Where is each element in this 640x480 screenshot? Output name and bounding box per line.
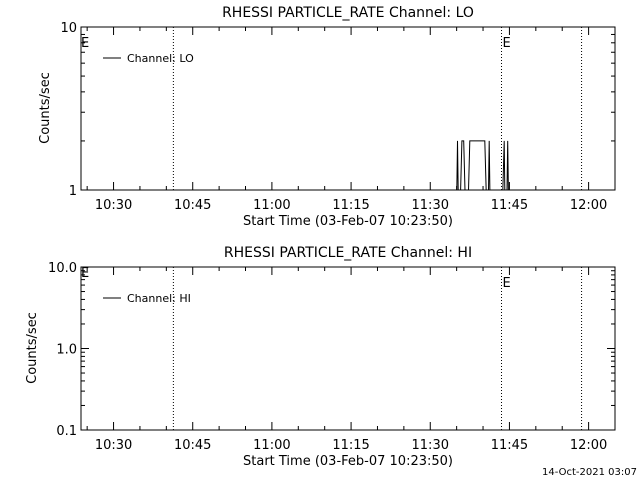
x-tick-label: 11:45: [491, 198, 528, 213]
chart-title: RHESSI PARTICLE_RATE Channel: HI: [224, 245, 472, 261]
plot-frame: [80, 26, 616, 191]
legend-label-lo: Channel: LO: [127, 52, 194, 65]
x-tick-label: 11:30: [412, 198, 449, 213]
axis-ticks: 10:30 10:45 11:00 11:15 11:30 11:45 12:00 0.1 1.…: [48, 261, 616, 453]
x-axis-label: Start Time (03-Feb-07 10:23:50): [243, 214, 453, 229]
x-axis-label: Start Time (03-Feb-07 10:23:50): [243, 454, 453, 469]
event-label: E: [503, 36, 511, 51]
x-tick-label: 11:30: [412, 438, 449, 453]
x-tick-label: 11:00: [253, 198, 290, 213]
x-tick-label: 12:00: [570, 438, 607, 453]
x-tick-label: 10:30: [95, 198, 132, 213]
event-markers: E: [172, 27, 583, 190]
event-markers: E: [172, 267, 583, 430]
edge-label-e-left: E: [81, 266, 89, 281]
x-tick-label: 11:15: [332, 438, 369, 453]
axis-ticks: 10:30 10:45 11:00 11:15 11:30 11:45 12:00 1 10: [60, 21, 616, 213]
series-group: [456, 140, 509, 190]
chart-title: RHESSI PARTICLE_RATE Channel: LO: [222, 5, 474, 21]
footer-timestamp: 14-Oct-2021 03:07: [542, 467, 637, 478]
chart-panel-hi: RHESSI PARTICLE_RATE Channel: HI Counts/…: [25, 245, 616, 469]
edge-label-e-left: E: [81, 36, 89, 51]
legend-label-hi: Channel: HI: [127, 292, 191, 305]
chart-panel-lo: RHESSI PARTICLE_RATE Channel: LO Counts/…: [38, 5, 616, 229]
y-tick-label: 1.0: [56, 343, 77, 358]
legend: Channel: LO: [103, 52, 194, 65]
x-tick-label: 11:00: [253, 438, 290, 453]
y-tick-label: 0.1: [56, 424, 77, 439]
legend: Channel: HI: [103, 292, 191, 305]
x-tick-label: 11:45: [491, 438, 528, 453]
x-tick-label: 10:45: [174, 198, 211, 213]
event-label: E: [503, 276, 511, 291]
y-tick-label: 10: [60, 21, 77, 36]
y-tick-label: 1: [69, 184, 77, 199]
y-tick-label: 10.0: [48, 261, 77, 276]
y-axis-label: Counts/sec: [38, 72, 53, 144]
y-axis-label: Counts/sec: [25, 312, 40, 384]
series-line: [456, 140, 509, 190]
x-tick-label: 12:00: [570, 198, 607, 213]
x-tick-label: 10:45: [174, 438, 211, 453]
x-tick-label: 10:30: [95, 438, 132, 453]
x-tick-label: 11:15: [332, 198, 369, 213]
